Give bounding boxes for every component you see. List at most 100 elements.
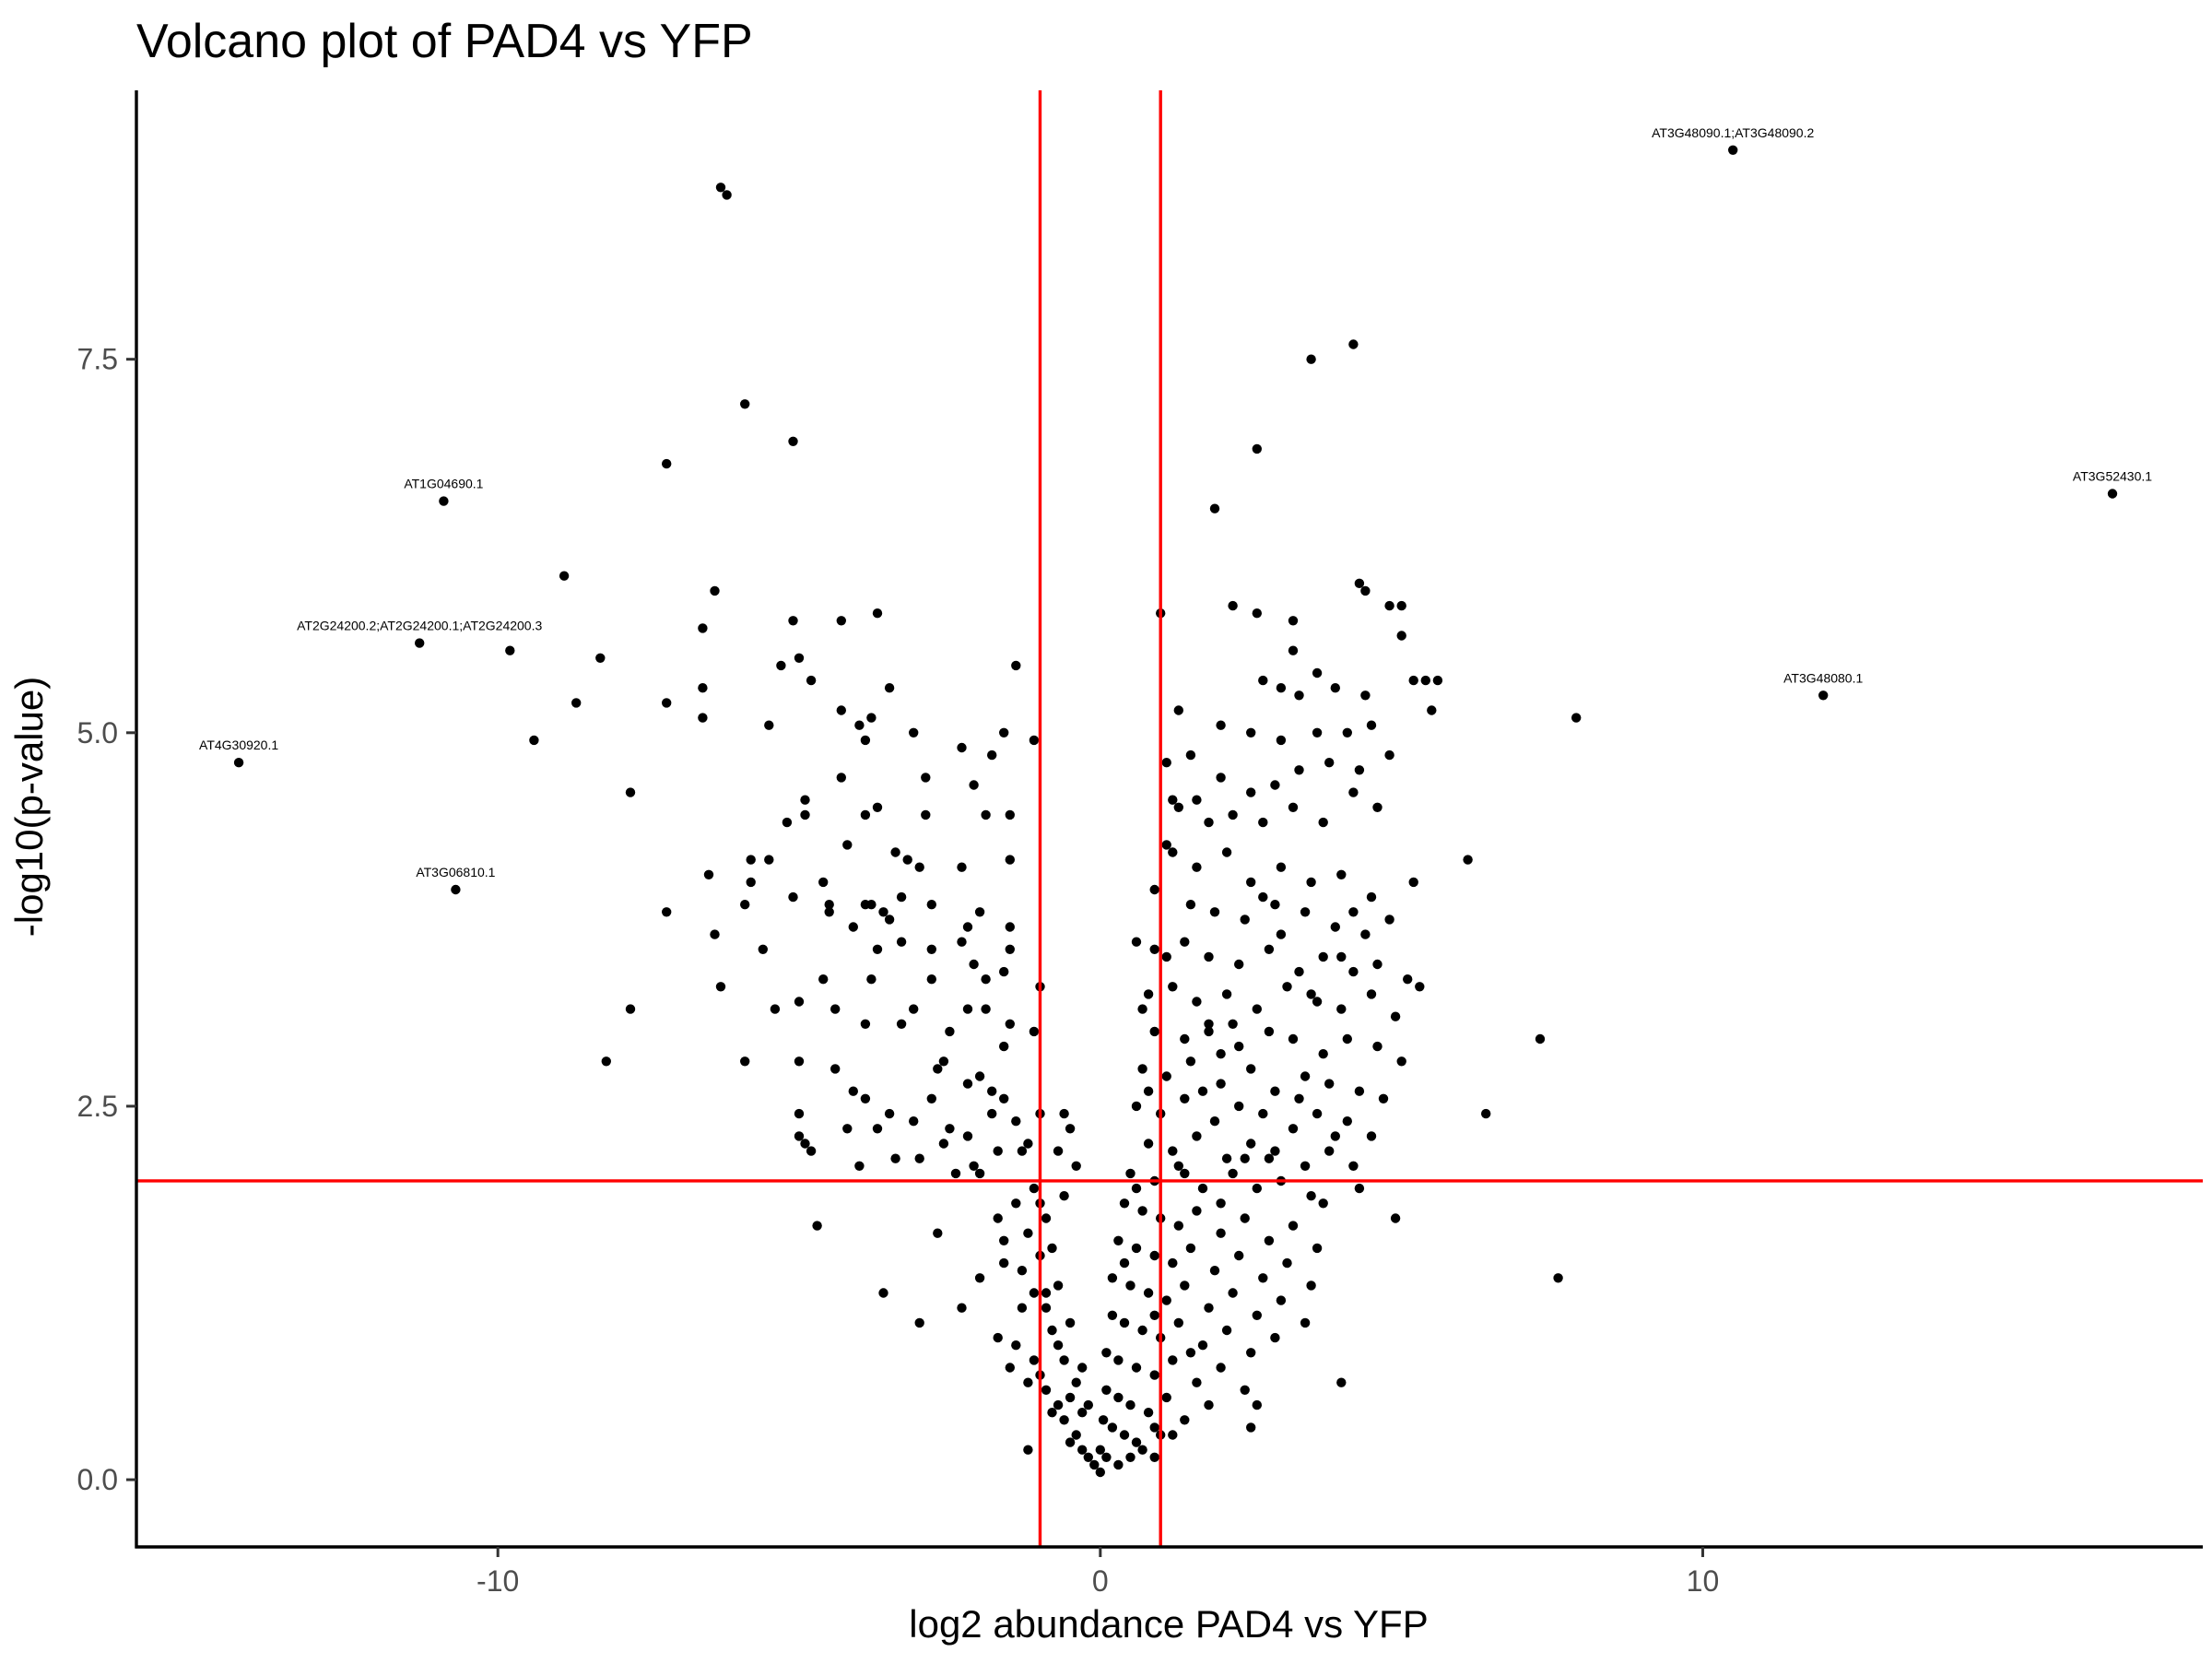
data-point xyxy=(987,749,997,761)
data-point xyxy=(1216,1079,1226,1089)
data-point xyxy=(1065,1392,1076,1403)
data-point xyxy=(1463,855,1473,865)
data-point xyxy=(1125,1168,1135,1179)
data-point xyxy=(836,705,846,715)
data-point xyxy=(1270,780,1280,790)
data-point xyxy=(896,891,907,903)
data-point xyxy=(818,877,829,888)
data-point xyxy=(1059,1355,1069,1365)
data-point xyxy=(1161,1071,1171,1081)
data-point xyxy=(1197,1086,1208,1096)
data-point xyxy=(1023,1377,1033,1387)
data-point xyxy=(896,937,907,947)
data-point xyxy=(1185,1056,1196,1067)
data-point xyxy=(945,1026,955,1037)
data-point xyxy=(1294,1093,1304,1104)
chart-title: Volcano plot of PAD4 vs YFP xyxy=(136,15,753,68)
data-point xyxy=(1098,1415,1109,1425)
data-point xyxy=(945,1124,955,1134)
data-point xyxy=(878,907,888,917)
point-labels: AT3G48090.1;AT3G48090.2 AT3G52430.1 AT1G04… xyxy=(199,125,2152,879)
data-point xyxy=(1246,877,1256,888)
data-point xyxy=(1125,1452,1135,1463)
data-point xyxy=(872,608,883,619)
data-point xyxy=(800,795,810,805)
y-tick-label: 7.5 xyxy=(77,343,118,376)
data-point xyxy=(1161,1392,1171,1403)
data-point xyxy=(914,1153,924,1163)
data-point xyxy=(1276,862,1287,872)
data-point xyxy=(800,1139,810,1149)
data-point xyxy=(1306,989,1316,999)
data-point xyxy=(854,1161,865,1172)
data-point xyxy=(1173,705,1184,715)
data-point xyxy=(794,653,805,663)
data-point xyxy=(1077,1445,1088,1455)
data-point xyxy=(993,1146,1003,1156)
data-point xyxy=(1143,1408,1154,1418)
data-point xyxy=(926,974,936,985)
data-point xyxy=(1047,1243,1057,1254)
data-point xyxy=(740,1056,750,1067)
data-point xyxy=(1246,787,1256,797)
data-point xyxy=(1023,1228,1033,1238)
data-point xyxy=(1011,1198,1021,1209)
data-point xyxy=(1204,1026,1214,1037)
point-label: AT1G04690.1 xyxy=(404,477,483,491)
labeled-data-point xyxy=(451,884,461,895)
data-point xyxy=(1372,959,1382,970)
data-point xyxy=(962,1004,973,1014)
data-point xyxy=(1288,1124,1299,1134)
data-point xyxy=(974,1071,985,1081)
data-point xyxy=(1288,1033,1299,1044)
data-point xyxy=(1059,1191,1069,1201)
data-point xyxy=(1137,1445,1147,1455)
data-point xyxy=(800,809,810,820)
data-point xyxy=(993,1213,1003,1223)
data-point xyxy=(1481,1108,1491,1119)
data-point xyxy=(1318,817,1328,828)
data-point xyxy=(1396,600,1406,611)
data-point xyxy=(818,974,829,985)
data-point xyxy=(1065,1317,1076,1328)
data-point xyxy=(1252,443,1263,454)
data-point xyxy=(1306,354,1316,364)
data-point xyxy=(1168,847,1178,857)
data-point xyxy=(1571,713,1582,723)
data-point xyxy=(1276,735,1287,746)
data-point xyxy=(1209,1266,1220,1276)
data-point xyxy=(1149,1026,1159,1037)
point-label: AT4G30920.1 xyxy=(199,738,278,752)
data-point xyxy=(999,1257,1009,1269)
data-point xyxy=(1071,1430,1081,1440)
data-point xyxy=(1318,1198,1328,1209)
data-point xyxy=(1396,1056,1406,1067)
data-point xyxy=(926,1093,936,1104)
data-point xyxy=(914,1317,924,1328)
labeled-data-point xyxy=(1818,690,1829,701)
data-point xyxy=(1161,758,1171,768)
data-point xyxy=(909,1004,919,1014)
data-point xyxy=(1258,1108,1268,1119)
data-point xyxy=(1161,951,1171,962)
data-point xyxy=(866,974,877,985)
data-point xyxy=(1149,1370,1159,1380)
data-point xyxy=(1216,1198,1226,1209)
data-point xyxy=(1011,1116,1021,1127)
data-point xyxy=(909,727,919,738)
data-point xyxy=(1029,1026,1040,1037)
data-point xyxy=(1047,1325,1057,1336)
data-point xyxy=(974,1273,985,1283)
data-point xyxy=(1535,1033,1546,1044)
labeled-data-point xyxy=(1728,145,1738,155)
data-point xyxy=(1113,1235,1124,1246)
data-point xyxy=(740,399,750,409)
data-point xyxy=(1408,877,1418,888)
data-point xyxy=(1288,802,1299,812)
data-point xyxy=(1204,1399,1214,1410)
data-point xyxy=(1180,1280,1190,1291)
data-point xyxy=(987,1086,997,1096)
data-point xyxy=(1011,1340,1021,1351)
data-point xyxy=(1252,1004,1263,1014)
